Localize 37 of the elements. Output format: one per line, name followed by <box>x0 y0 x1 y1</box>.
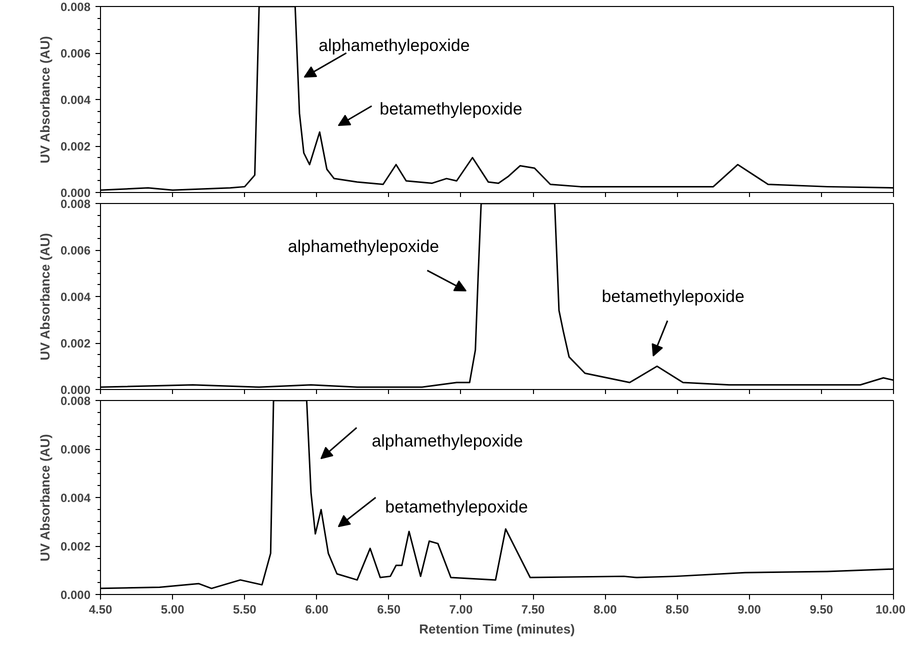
y-tick-label: 0.002 <box>60 336 91 350</box>
y-tick-label: 0.006 <box>60 442 91 456</box>
x-tick-label: 7.00 <box>449 602 473 616</box>
x-tick-label: 9.00 <box>738 602 762 616</box>
x-tick-label: 7.50 <box>521 602 546 616</box>
x-tick-label: 8.00 <box>593 602 618 616</box>
y-tick-label: 0.008 <box>60 0 91 14</box>
annotation: betamethylepoxide <box>602 287 744 306</box>
y-tick-label: 0.006 <box>60 244 91 258</box>
x-tick-label: 8.50 <box>666 602 690 616</box>
x-tick-label: 9.50 <box>810 602 834 616</box>
x-tick-label: 4.50 <box>88 602 113 616</box>
y-tick-label: 0.002 <box>60 540 91 554</box>
y-tick-label: 0.000 <box>60 186 91 200</box>
x-tick-label: 5.00 <box>160 602 185 616</box>
annotation: betamethylepoxide <box>380 99 522 118</box>
y-tick-label: 0.008 <box>60 394 91 408</box>
annotation: alphamethylepoxide <box>372 432 523 451</box>
annotation: betamethylepoxide <box>385 498 528 517</box>
y-tick-label: 0.000 <box>60 588 91 602</box>
y-tick-label: 0.000 <box>60 383 91 397</box>
x-tick-label: 6.50 <box>377 602 401 616</box>
y-axis-title: UV Absorbance (AU) <box>37 434 52 562</box>
annotation: alphamethylepoxide <box>318 36 470 56</box>
y-tick-label: 0.006 <box>60 46 91 60</box>
y-tick-label: 0.004 <box>60 491 91 505</box>
annotation: alphamethylepoxide <box>288 236 440 256</box>
y-axis-title: UV Absorbance (AU) <box>37 36 52 164</box>
y-axis-title: UV Absorbance (AU) <box>37 233 52 360</box>
x-tick-label: 5.50 <box>233 602 257 616</box>
x-axis-title: Retention Time (minutes) <box>419 622 575 636</box>
y-tick-label: 0.004 <box>60 93 91 107</box>
y-tick-label: 0.004 <box>60 290 91 304</box>
x-tick-label: 10.00 <box>875 602 906 616</box>
x-tick-label: 6.00 <box>305 602 329 616</box>
y-tick-label: 0.008 <box>60 197 91 211</box>
y-tick-label: 0.002 <box>60 140 91 154</box>
